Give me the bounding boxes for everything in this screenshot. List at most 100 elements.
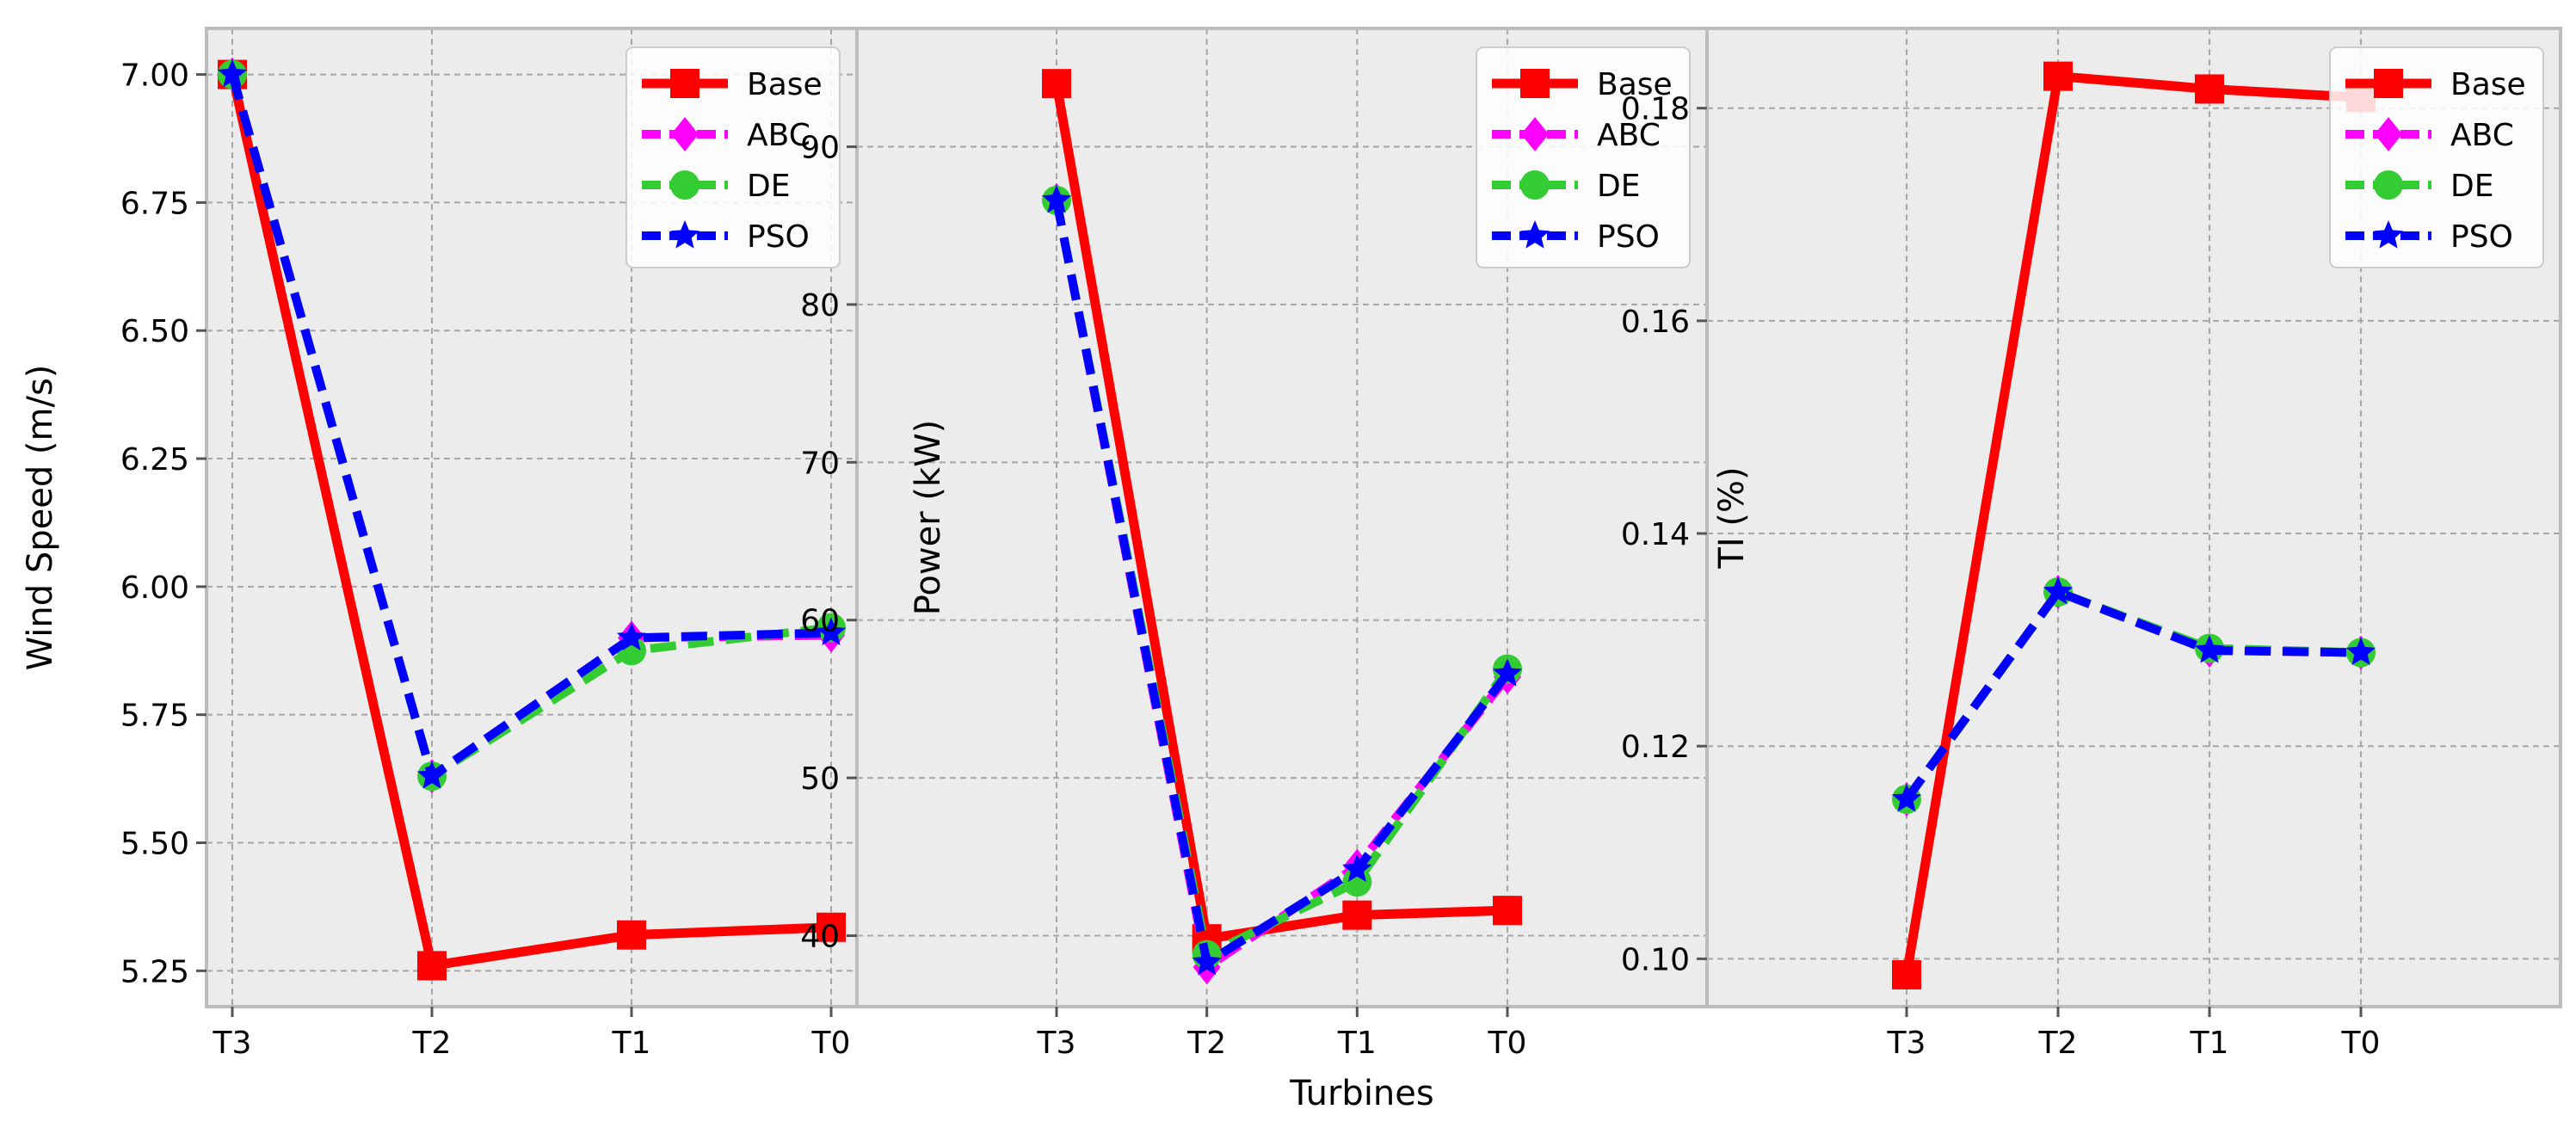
legend-swatch-marker <box>671 117 699 151</box>
legend-label: ABC <box>2450 118 2514 153</box>
y-tick-label: 7.00 <box>120 59 189 94</box>
series-line-base <box>227 73 832 971</box>
data-point-pso <box>2194 635 2225 663</box>
x-tick-label: T2 <box>2038 1026 2078 1061</box>
legend-swatch-marker <box>2373 220 2404 249</box>
figure-x-axis-label: Turbines <box>1289 1074 1433 1113</box>
y-tick-label: 5.75 <box>120 699 189 734</box>
data-point-base <box>2195 74 2224 104</box>
legend-label: Base <box>2450 67 2526 102</box>
data-point-base <box>1493 896 1522 926</box>
legend: Base ABC DE PSO <box>2329 46 2544 268</box>
legend: Base ABC DE PSO <box>1476 46 1691 268</box>
x-tick-label: T1 <box>1337 1026 1377 1061</box>
x-tick-label: T0 <box>811 1026 851 1061</box>
x-tick-label: T1 <box>2190 1026 2229 1061</box>
legend-label: DE <box>747 169 790 204</box>
legend-box <box>626 46 841 268</box>
x-tick-label: T2 <box>412 1026 452 1061</box>
series-pso <box>217 59 847 789</box>
data-point-pso <box>2345 637 2376 665</box>
legend-swatch-marker <box>2374 69 2403 98</box>
legend-swatch-marker <box>1519 220 1550 249</box>
x-tick-label: T0 <box>1488 1026 1527 1061</box>
legend-swatch-marker <box>1520 170 1550 200</box>
y-tick-label: 0.12 <box>1621 730 1690 765</box>
legend-swatch-marker <box>1520 69 1550 98</box>
power-panel: 40 50 60 70 80 90 T3 T2 T1 T0 Power (kW) Base ABC DE P… <box>800 27 1709 1061</box>
legend-swatch-marker <box>2374 170 2403 200</box>
y-tick-label: 0.16 <box>1621 305 1690 340</box>
data-point-pso <box>1891 784 1922 812</box>
legend-label: ABC <box>747 118 810 153</box>
data-point-pso <box>1041 184 1072 213</box>
data-point-pso <box>1192 946 1222 976</box>
data-point-pso <box>1492 658 1523 687</box>
legend-swatch-marker <box>669 220 700 249</box>
data-point-pso <box>416 761 447 789</box>
data-point-base <box>1892 959 1921 989</box>
series-line-base <box>1051 83 1508 944</box>
y-tick-label: 0.10 <box>1621 942 1690 977</box>
y-tick-label: 70 <box>800 446 840 481</box>
data-point-pso <box>816 617 847 645</box>
y-tick-label: 0.18 <box>1621 92 1690 127</box>
legend-label: PSO <box>747 219 810 255</box>
legend-label: ABC <box>1597 118 1661 153</box>
y-tick-label: 50 <box>800 761 840 797</box>
y-tick-label: 5.50 <box>120 827 189 862</box>
legend-label: Base <box>1597 67 1673 102</box>
series-line-pso <box>1902 588 2362 802</box>
y-tick-label: 60 <box>800 604 840 639</box>
y-tick-label: 5.25 <box>120 954 189 989</box>
gridlines <box>1707 28 2561 1007</box>
legend-swatch-marker <box>670 170 699 200</box>
y-tick-label: 0.14 <box>1621 517 1690 552</box>
legend-box <box>2329 46 2544 268</box>
x-tick-label: T3 <box>213 1026 252 1061</box>
series-line-pso <box>1052 199 1511 967</box>
data-point-base <box>417 951 447 981</box>
data-point-pso <box>1342 854 1372 882</box>
data-point-base <box>617 920 646 950</box>
y-axis-label: TI (%) <box>1712 466 1752 569</box>
y-tick-label: 40 <box>800 919 840 954</box>
data-point-pso <box>616 622 647 650</box>
legend-label: DE <box>1597 169 1640 204</box>
data-point-base <box>817 912 846 942</box>
legend: Base ABC DE PSO <box>626 46 841 268</box>
data-point-pso <box>2043 576 2074 605</box>
axes-frame <box>1705 27 2562 1008</box>
y-tick-label: 90 <box>800 131 840 166</box>
wind-speed-panel: 5.25 5.50 5.75 6.00 6.25 6.50 6.75 7.00 T3 T2 T1 T0… <box>21 27 859 1061</box>
y-axis-label: Wind Speed (m/s) <box>21 365 60 671</box>
y-tick-label: 6.00 <box>120 570 189 606</box>
legend-label: PSO <box>2450 219 2513 255</box>
x-tick-label: T3 <box>1037 1026 1076 1061</box>
legend-swatch-marker <box>1521 117 1549 151</box>
legend-label: PSO <box>1597 219 1660 255</box>
legend-swatch-marker <box>670 69 699 98</box>
series-line-pso <box>228 73 832 781</box>
y-tick-label: 6.50 <box>120 314 189 349</box>
x-tick-label: T0 <box>2341 1026 2381 1061</box>
data-point-base <box>2043 61 2073 91</box>
legend-box <box>1476 46 1691 268</box>
legend-label: Base <box>747 67 823 102</box>
data-point-base <box>1042 69 1071 99</box>
gridlines <box>857 28 1707 1007</box>
y-tick-label: 80 <box>800 288 840 324</box>
legend-swatch-marker <box>2375 117 2402 151</box>
y-tick-label: 6.75 <box>120 186 189 221</box>
y-tick-label: 6.25 <box>120 442 189 478</box>
y-axis-label: Power (kW) <box>909 420 948 616</box>
series-line-base <box>1901 71 2362 976</box>
legend-label: DE <box>2450 169 2493 204</box>
series-pso <box>1891 576 2376 812</box>
x-tick-label: T2 <box>1186 1026 1226 1061</box>
x-tick-label: T1 <box>612 1026 651 1061</box>
x-tick-label: T3 <box>1887 1026 1926 1061</box>
series-pso <box>1041 184 1523 976</box>
turbulence-intensity-panel: 0.10 0.12 0.14 0.16 0.18 T3 T2 T1 T0 TI (%) Base AB… <box>1621 27 2562 1061</box>
